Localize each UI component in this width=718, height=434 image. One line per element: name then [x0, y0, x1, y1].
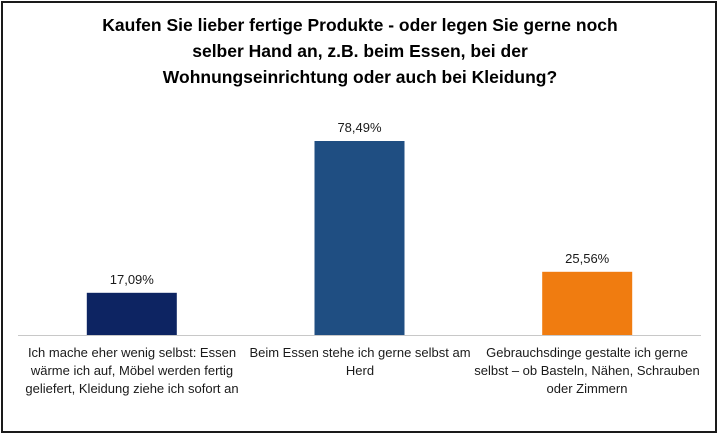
category-label-3: Gebrauchsdinge gestalte ich gerne selbst… — [474, 345, 700, 396]
data-label-2: 78,49% — [337, 120, 382, 135]
chart-title: Kaufen Sie lieber fertige Produkte - ode… — [102, 15, 618, 87]
data-label-1: 17,09% — [110, 272, 155, 287]
bar-1 — [86, 292, 177, 335]
category-label-2: Beim Essen stehe ich gerne selbst am Her… — [249, 345, 471, 378]
bar-3 — [542, 271, 633, 335]
bar-2 — [314, 141, 405, 335]
data-label-3: 25,56% — [565, 251, 610, 266]
category-label-1: Ich mache eher wenig selbst: Essen wärme… — [25, 345, 239, 396]
